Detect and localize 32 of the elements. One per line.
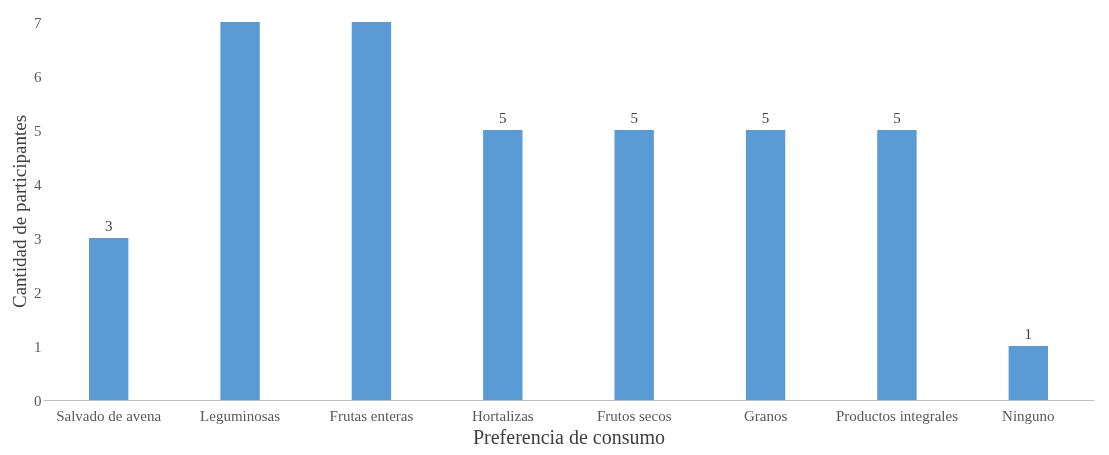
y-tick-label: 7 [34, 14, 42, 31]
y-tick-label: 6 [34, 68, 42, 85]
y-tick-label: 4 [34, 176, 42, 193]
bar [614, 130, 654, 400]
x-axis-title: Preferencia de consumo [472, 425, 666, 448]
bar [483, 130, 523, 400]
x-tick-label: Salvado de avena [56, 407, 162, 424]
bar [88, 238, 129, 400]
x-tick-label: Productos integrales [835, 407, 959, 424]
bar [745, 130, 786, 400]
bar [220, 22, 260, 400]
y-axis-title: Cantidad de participantes [9, 114, 30, 309]
y-tick-label: 2 [34, 284, 42, 301]
y-tick-label: 5 [34, 122, 42, 139]
bar [351, 22, 392, 400]
x-tick-label: Leguminosas [200, 407, 281, 424]
y-tick-label: 0 [34, 392, 42, 409]
bar [1008, 346, 1049, 400]
data-label: 5 [630, 110, 638, 126]
x-tick-label: Granos [743, 407, 788, 424]
bar [877, 130, 917, 400]
data-label: 5 [893, 110, 901, 126]
data-label: 3 [104, 218, 113, 234]
x-tick-label: Hortalizas [471, 407, 534, 424]
x-tick-label: Frutos secos [596, 407, 672, 424]
x-tick-label: Frutas enteras [329, 407, 414, 424]
x-tick-label: Ninguno [1002, 407, 1055, 424]
y-tick-label: 3 [34, 230, 42, 247]
data-label: 1 [1024, 326, 1033, 342]
data-label: 5 [761, 110, 770, 126]
y-tick-label: 1 [34, 338, 42, 355]
data-label: 5 [499, 110, 507, 126]
